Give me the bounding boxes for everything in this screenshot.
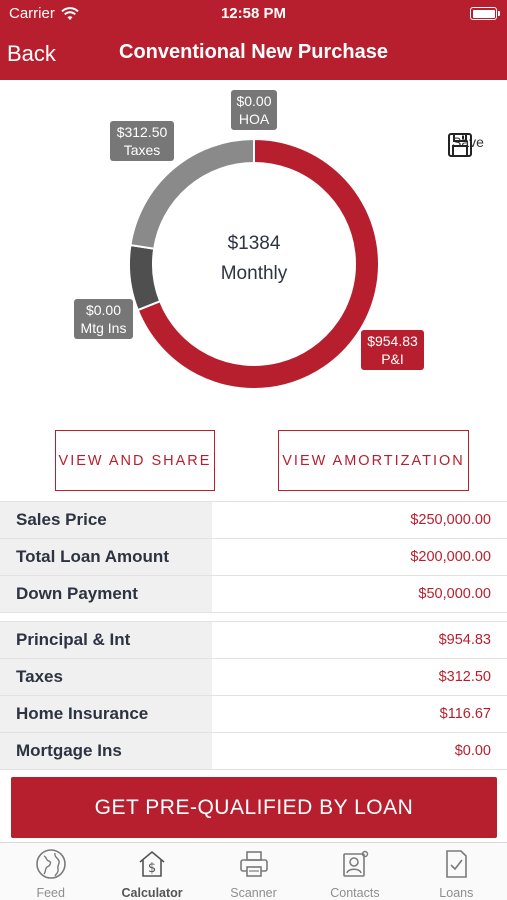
- callout-hoa: $0.00 HOA: [231, 90, 277, 130]
- row-label: Sales Price: [0, 502, 212, 538]
- row-label: Principal & Int: [0, 622, 212, 658]
- row-label: Down Payment: [0, 576, 212, 612]
- callout-taxes: $312.50 Taxes: [110, 121, 174, 161]
- floppy-disk-icon: [448, 133, 472, 157]
- callout-hoa-label: HOA: [238, 111, 270, 127]
- callout-mtg-ins-label: Mtg Ins: [80, 320, 127, 336]
- svg-text:$: $: [148, 861, 156, 876]
- view-amortization-button[interactable]: VIEW AMORTIZATION: [278, 430, 469, 491]
- callout-pi-label: P&I: [381, 351, 404, 367]
- wifi-icon: [61, 6, 79, 20]
- status-time: 12:58 PM: [220, 5, 287, 22]
- loan-summary-table: Sales Price $250,000.00 Total Loan Amoun…: [0, 501, 507, 613]
- top-bar: Carrier 12:58 PM Back Conventional New P…: [0, 0, 507, 80]
- row-label: Mortgage Ins: [0, 733, 212, 769]
- table-row: Principal & Int $954.83: [0, 622, 507, 659]
- back-button[interactable]: Back: [7, 41, 56, 66]
- carrier-label: Carrier: [9, 5, 55, 22]
- donut-slice-p-i: [136, 137, 380, 390]
- callout-taxes-label: Taxes: [123, 142, 161, 158]
- tab-label: Loans: [439, 886, 474, 900]
- tab-calculator[interactable]: $ Calculator: [101, 843, 202, 900]
- row-value: $312.50: [438, 669, 491, 685]
- chart-center-value: $1384: [227, 233, 281, 254]
- battery-icon: [470, 7, 500, 20]
- contacts-icon: [343, 850, 369, 877]
- table-row: Down Payment $50,000.00: [0, 576, 507, 613]
- globe-icon: [35, 849, 66, 879]
- callout-pi: $954.83 P&I: [361, 330, 424, 370]
- row-value: $250,000.00: [410, 512, 491, 528]
- table-row: Taxes $312.50: [0, 659, 507, 696]
- payment-breakdown-table: Principal & Int $954.83 Taxes $312.50 Ho…: [0, 621, 507, 770]
- payment-chart: $1384 Monthly $0.00 HOA $312.50 Taxes $0…: [0, 80, 507, 415]
- donut-slice-taxes: [129, 137, 255, 250]
- table-row: Total Loan Amount $200,000.00: [0, 539, 507, 576]
- tab-label: Feed: [36, 886, 65, 900]
- callout-mtg-ins-value: $0.00: [85, 302, 122, 318]
- callout-hoa-value: $0.00: [236, 93, 272, 109]
- tab-loans[interactable]: Loans: [406, 843, 507, 900]
- table-row: Mortgage Ins $0.00: [0, 733, 507, 770]
- document-check-icon: [446, 850, 468, 878]
- table-row: Home Insurance $116.67: [0, 696, 507, 733]
- callout-taxes-value: $312.50: [116, 124, 168, 140]
- printer-icon: [239, 851, 268, 877]
- row-value: $50,000.00: [418, 586, 491, 602]
- row-value: $0.00: [454, 743, 491, 759]
- row-value: $200,000.00: [410, 549, 491, 565]
- page-title: Conventional New Purchase: [119, 41, 388, 63]
- donut-chart: [128, 137, 380, 390]
- row-label: Taxes: [0, 659, 212, 695]
- row-value: $116.67: [439, 706, 491, 722]
- tab-scanner[interactable]: Scanner: [203, 843, 304, 900]
- calculator-house-icon: $: [139, 850, 165, 877]
- save-button[interactable]: Save: [447, 132, 489, 157]
- tab-label: Calculator: [121, 886, 183, 900]
- row-label: Total Loan Amount: [0, 539, 212, 575]
- chart-center-label: Monthly: [220, 263, 288, 284]
- row-label: Home Insurance: [0, 696, 212, 732]
- row-value: $954.83: [438, 632, 491, 648]
- callout-pi-value: $954.83: [367, 333, 418, 349]
- get-pre-qualified-button[interactable]: GET PRE-QUALIFIED BY LOAN: [11, 777, 497, 838]
- tab-feed[interactable]: Feed: [0, 843, 101, 900]
- callout-mtg-ins: $0.00 Mtg Ins: [74, 299, 133, 339]
- tab-label: Scanner: [230, 886, 277, 900]
- tab-label: Contacts: [330, 886, 380, 900]
- view-and-share-button[interactable]: VIEW AND SHARE: [55, 430, 215, 491]
- status-bar: Carrier 12:58 PM: [0, 0, 507, 28]
- tab-contacts[interactable]: Contacts: [304, 843, 405, 900]
- table-row: Sales Price $250,000.00: [0, 502, 507, 539]
- tab-bar: Feed $ Calculator Scanner Contacts: [0, 842, 507, 900]
